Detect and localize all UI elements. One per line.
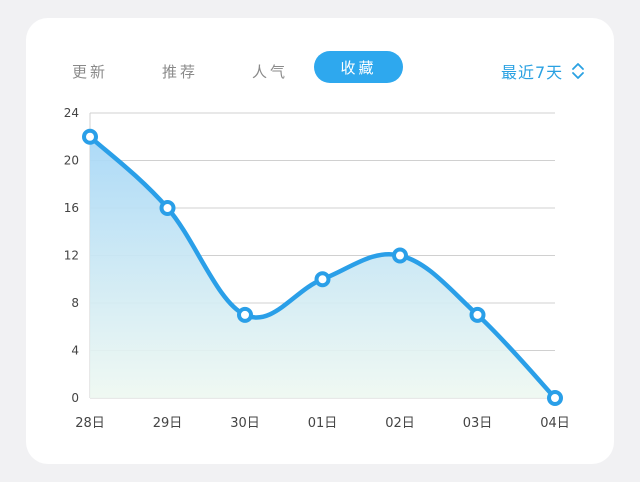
y-tick-label: 24 [64,106,79,120]
range-selector[interactable]: 最近7天 [501,59,585,83]
tab-popular[interactable]: 人气 [251,62,288,81]
data-point [159,200,176,216]
series-area [90,136,555,398]
data-point [237,306,253,323]
y-tick-label: 16 [64,201,79,215]
tab-bar: 更新 推荐 人气 收藏 [26,18,614,118]
y-tick-label: 12 [64,249,79,263]
tab-update[interactable]: 更新 [71,62,108,81]
x-tick-label: 03日 [463,416,493,431]
x-axis: 28日 29日 30日 01日 02日 03日 04日 [75,416,570,431]
data-point [469,306,486,323]
x-tick-label: 28日 [75,416,105,431]
tab-favorites[interactable]: 收藏 [314,51,403,83]
tab-recommend[interactable]: 推荐 [161,62,198,81]
y-tick-label: 4 [71,344,79,358]
data-point [82,128,98,145]
x-tick-label: 29日 [153,416,183,431]
y-tick-label: 8 [71,296,79,310]
y-axis: 0 4 8 12 16 20 24 [64,106,79,405]
data-point [547,390,563,406]
x-tick-label: 02日 [385,416,415,431]
x-tick-label: 04日 [540,416,570,431]
chevron-up-down-icon [572,63,585,79]
y-tick-label: 20 [64,154,79,168]
data-point [392,247,408,264]
range-label: 最近7天 [501,63,564,82]
data-points [82,128,563,406]
x-tick-label: 01日 [308,416,338,431]
x-tick-label: 30日 [230,416,260,431]
data-point [314,271,331,288]
y-tick-label: 0 [71,391,79,405]
